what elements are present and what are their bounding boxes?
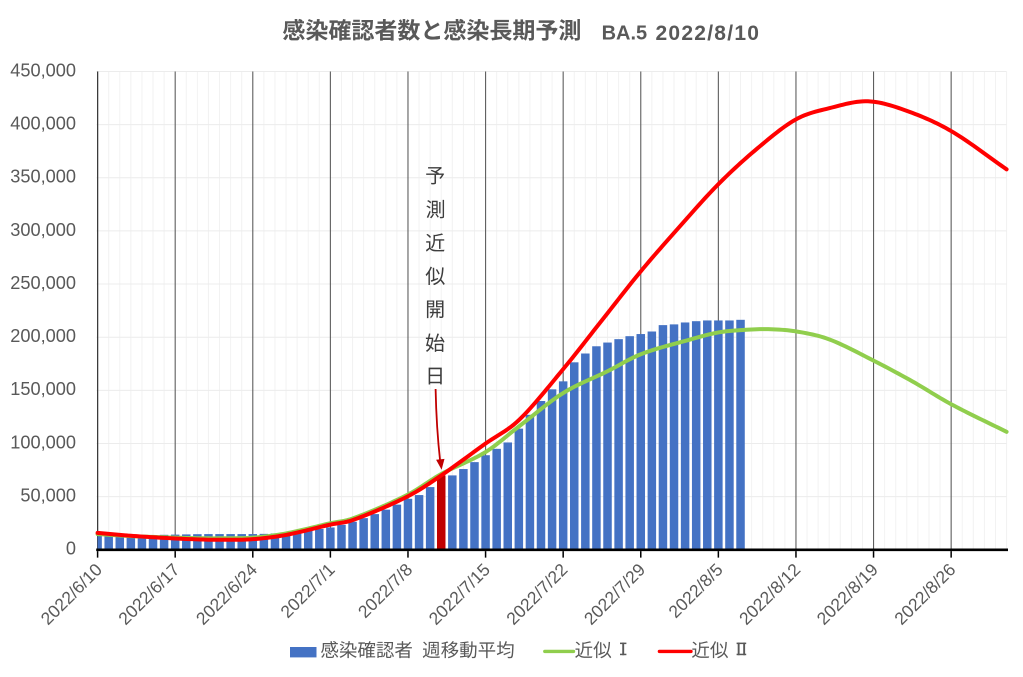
svg-text:400,000: 400,000 <box>10 114 76 134</box>
svg-text:BA.5: BA.5 <box>602 22 648 44</box>
svg-text:350,000: 350,000 <box>10 167 76 187</box>
svg-text:200,000: 200,000 <box>10 326 76 346</box>
svg-text:0: 0 <box>66 539 76 559</box>
svg-text:50,000: 50,000 <box>20 486 76 506</box>
svg-text:100,000: 100,000 <box>10 432 76 452</box>
svg-text:150,000: 150,000 <box>10 379 76 399</box>
svg-text:300,000: 300,000 <box>10 220 76 240</box>
svg-text:2022/8/10: 2022/8/10 <box>656 22 761 45</box>
svg-text:450,000: 450,000 <box>10 60 76 80</box>
svg-text:250,000: 250,000 <box>10 273 76 293</box>
